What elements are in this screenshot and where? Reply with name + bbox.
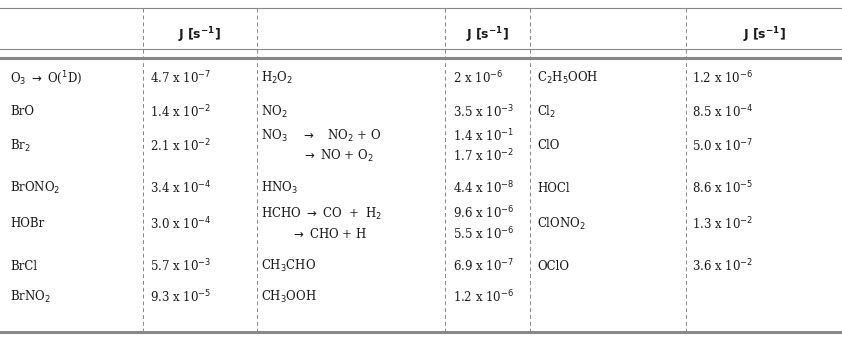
Text: OClO: OClO [537, 260, 569, 273]
Text: $\rightarrow$ NO + O$_2$: $\rightarrow$ NO + O$_2$ [261, 148, 374, 164]
Text: $\mathbf{J}$ $\mathbf{[s^{-1}]}$: $\mathbf{J}$ $\mathbf{[s^{-1}]}$ [179, 26, 221, 45]
Text: $\rightarrow$ CHO + H: $\rightarrow$ CHO + H [261, 227, 367, 241]
Text: ClO: ClO [537, 139, 560, 152]
Text: 5.7 x 10$^{-3}$: 5.7 x 10$^{-3}$ [150, 258, 211, 274]
Text: 9.6 x 10$^{-6}$: 9.6 x 10$^{-6}$ [453, 205, 514, 222]
Text: 6.9 x 10$^{-7}$: 6.9 x 10$^{-7}$ [453, 258, 514, 274]
Text: BrNO$_2$: BrNO$_2$ [10, 288, 51, 305]
Text: C$_2$H$_5$OOH: C$_2$H$_5$OOH [537, 70, 599, 86]
Text: 2 x 10$^{-6}$: 2 x 10$^{-6}$ [453, 70, 504, 86]
Text: 3.5 x 10$^{-3}$: 3.5 x 10$^{-3}$ [453, 104, 514, 120]
Text: 9.3 x 10$^{-5}$: 9.3 x 10$^{-5}$ [150, 288, 211, 305]
Text: 4.4 x 10$^{-8}$: 4.4 x 10$^{-8}$ [453, 180, 514, 196]
Text: ClONO$_2$: ClONO$_2$ [537, 216, 586, 232]
Text: 3.6 x 10$^{-2}$: 3.6 x 10$^{-2}$ [692, 258, 754, 274]
Text: 1.3 x 10$^{-2}$: 1.3 x 10$^{-2}$ [692, 216, 754, 232]
Text: $\mathbf{J}$ $\mathbf{[s^{-1}]}$: $\mathbf{J}$ $\mathbf{[s^{-1}]}$ [743, 26, 786, 45]
Text: 2.1 x 10$^{-2}$: 2.1 x 10$^{-2}$ [150, 138, 211, 154]
Text: 8.5 x 10$^{-4}$: 8.5 x 10$^{-4}$ [692, 104, 754, 120]
Text: CH$_3$CHO: CH$_3$CHO [261, 258, 317, 274]
Text: NO$_3$    $\rightarrow$   NO$_2$ + O: NO$_3$ $\rightarrow$ NO$_2$ + O [261, 127, 381, 143]
Text: $\mathbf{J}$ $\mathbf{[s^{-1}]}$: $\mathbf{J}$ $\mathbf{[s^{-1}]}$ [466, 26, 509, 45]
Text: 1.4 x 10$^{-2}$: 1.4 x 10$^{-2}$ [150, 104, 211, 120]
Text: 4.7 x 10$^{-7}$: 4.7 x 10$^{-7}$ [150, 70, 211, 86]
Text: O$_3$ $\rightarrow$ O($^1$D): O$_3$ $\rightarrow$ O($^1$D) [10, 69, 83, 87]
Text: HCHO $\rightarrow$ CO  +  H$_2$: HCHO $\rightarrow$ CO + H$_2$ [261, 205, 382, 221]
Text: 3.0 x 10$^{-4}$: 3.0 x 10$^{-4}$ [150, 216, 211, 232]
Text: Br$_2$: Br$_2$ [10, 138, 31, 154]
Text: 8.6 x 10$^{-5}$: 8.6 x 10$^{-5}$ [692, 180, 754, 196]
Text: 1.2 x 10$^{-6}$: 1.2 x 10$^{-6}$ [692, 70, 754, 86]
Text: NO$_2$: NO$_2$ [261, 104, 287, 120]
Text: HNO$_3$: HNO$_3$ [261, 180, 298, 196]
Text: Cl$_2$: Cl$_2$ [537, 104, 557, 120]
Text: 1.7 x 10$^{-2}$: 1.7 x 10$^{-2}$ [453, 148, 514, 164]
Text: BrONO$_2$: BrONO$_2$ [10, 180, 61, 196]
Text: 1.4 x 10$^{-1}$: 1.4 x 10$^{-1}$ [453, 127, 514, 144]
Text: 5.5 x 10$^{-6}$: 5.5 x 10$^{-6}$ [453, 226, 514, 242]
Text: BrO: BrO [10, 105, 35, 118]
Text: HOCl: HOCl [537, 182, 570, 195]
Text: HOBr: HOBr [10, 217, 45, 230]
Text: BrCl: BrCl [10, 260, 37, 273]
Text: H$_2$O$_2$: H$_2$O$_2$ [261, 70, 293, 86]
Text: 5.0 x 10$^{-7}$: 5.0 x 10$^{-7}$ [692, 138, 754, 154]
Text: CH$_3$OOH: CH$_3$OOH [261, 288, 317, 305]
Text: 1.2 x 10$^{-6}$: 1.2 x 10$^{-6}$ [453, 288, 514, 305]
Text: 3.4 x 10$^{-4}$: 3.4 x 10$^{-4}$ [150, 180, 211, 196]
